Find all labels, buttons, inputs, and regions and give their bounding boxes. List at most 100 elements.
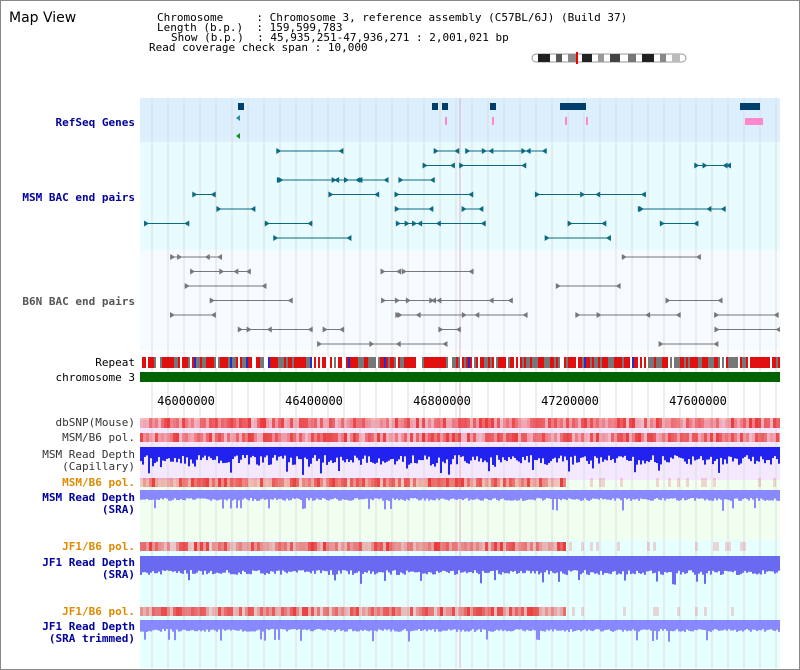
jf1-trim-depth-bar bbox=[528, 620, 530, 631]
msm-capillary-depth-bar bbox=[510, 447, 512, 460]
msm-pol2-cell bbox=[524, 478, 527, 487]
jf1-pol-cell bbox=[254, 542, 257, 551]
msm-pol2-cell bbox=[254, 478, 257, 487]
repeat-block bbox=[348, 357, 350, 368]
jf1-trim-depth-bar bbox=[366, 620, 368, 631]
msm-capillary-depth-bar bbox=[144, 447, 146, 457]
msm-sra-depth-bar bbox=[686, 490, 688, 500]
dbsnp-cell bbox=[530, 418, 533, 428]
jf1-trim-depth-bar bbox=[350, 620, 352, 630]
msm-capillary-depth-bar bbox=[332, 447, 334, 463]
repeat-block bbox=[684, 357, 686, 368]
jf1-sra-depth-bar bbox=[494, 556, 496, 581]
repeat-block bbox=[434, 357, 436, 368]
msm-pol2-cell bbox=[362, 478, 365, 487]
msm-pol-cell bbox=[575, 433, 578, 442]
msm-pol-cell bbox=[326, 433, 329, 442]
msm-pol2-cell bbox=[161, 478, 164, 487]
jf1-trim-depth-bar bbox=[746, 620, 748, 630]
jf1-pol2-cell bbox=[152, 607, 155, 616]
jf1-pol-cell bbox=[221, 542, 224, 551]
dbsnp-cell bbox=[449, 418, 452, 428]
msm-sra-depth-bar bbox=[704, 490, 706, 501]
msm-pol2-cell bbox=[239, 478, 242, 487]
track-label-msm-bac[interactable]: MSM BAC end pairs bbox=[22, 191, 135, 204]
jf1-sra-depth-bar bbox=[680, 556, 682, 575]
dbsnp-cell bbox=[407, 418, 410, 428]
repeat-block bbox=[652, 357, 654, 368]
repeat-block bbox=[484, 357, 486, 368]
repeat-block bbox=[420, 357, 422, 368]
msm-capillary-depth-bar bbox=[398, 447, 400, 460]
jf1-sra-depth-bar bbox=[322, 556, 324, 571]
jf1-pol2-cell bbox=[338, 607, 341, 616]
msm-bac-pair-end bbox=[544, 235, 550, 241]
msm-pol2-cell bbox=[149, 478, 152, 487]
track-label-b6n-bac[interactable]: B6N BAC end pairs bbox=[22, 295, 135, 308]
jf1-trim-depth-bar bbox=[628, 620, 630, 631]
msm-pol2-cell bbox=[302, 478, 305, 487]
jf1-sra-depth-bar bbox=[688, 556, 690, 571]
msm-sra-depth-bar bbox=[622, 490, 624, 511]
dbsnp-cell bbox=[722, 418, 725, 428]
msm-sra-depth-bar bbox=[504, 490, 506, 501]
jf1-sra-depth-bar bbox=[508, 556, 510, 574]
tracks-canvas[interactable] bbox=[140, 98, 780, 668]
jf1-trim-depth-bar bbox=[420, 620, 422, 632]
jf1-sra-depth-bar bbox=[436, 556, 438, 572]
track-label-refseq[interactable]: RefSeq Genes bbox=[55, 116, 135, 129]
msm-capillary-depth-bar bbox=[670, 447, 672, 458]
dbsnp-cell bbox=[377, 418, 380, 428]
jf1-pol2-cell bbox=[539, 607, 542, 616]
msm-pol-cell bbox=[182, 433, 185, 442]
jf1-pol-cell bbox=[338, 542, 341, 551]
jf1-pol2-cell bbox=[185, 607, 188, 616]
jf1-sra-depth-bar bbox=[338, 556, 340, 571]
msm-sra-depth-bar bbox=[312, 490, 314, 501]
jf1-sra-depth-bar bbox=[546, 556, 548, 571]
msm-capillary-depth-bar bbox=[706, 447, 708, 460]
jf1-trim-depth-bar bbox=[344, 620, 346, 632]
jf1-sra-depth-bar bbox=[178, 556, 180, 572]
msm-sra-depth-bar bbox=[174, 490, 176, 499]
jf1-sra-depth-bar bbox=[264, 556, 266, 575]
chromosome-ideogram[interactable] bbox=[530, 52, 688, 64]
jf1-trim-depth-bar bbox=[460, 620, 462, 632]
msm-pol-cell bbox=[185, 433, 188, 442]
dbsnp-cell bbox=[272, 418, 275, 428]
msm-bac-pair-end bbox=[422, 162, 428, 169]
msm-capillary-depth-bar bbox=[406, 447, 408, 469]
repeat-block bbox=[608, 357, 610, 368]
jf1-sra-depth-bar bbox=[224, 556, 226, 573]
repeat-block bbox=[140, 357, 142, 368]
jf1-trim-depth-bar bbox=[706, 620, 708, 641]
msm-sra-depth-bar bbox=[276, 490, 278, 501]
jf1-pol2-cell bbox=[194, 607, 197, 616]
jf1-trim-depth-bar bbox=[260, 620, 262, 640]
msm-sra-depth-bar bbox=[314, 490, 316, 501]
msm-pol-cell bbox=[716, 433, 719, 442]
jf1-trim-depth-bar bbox=[754, 620, 756, 630]
jf1-trim-depth-bar bbox=[680, 620, 682, 632]
jf1-sra-depth-bar bbox=[180, 556, 182, 574]
repeat-block bbox=[630, 357, 632, 368]
msm-capillary-depth-bar bbox=[452, 447, 454, 459]
msm-pol-cell bbox=[209, 433, 212, 442]
msm-capillary-depth-bar bbox=[258, 447, 260, 466]
msm-capillary-depth-bar bbox=[222, 447, 224, 464]
repeat-block bbox=[172, 357, 174, 368]
jf1-pol-cell bbox=[257, 542, 260, 551]
msm-pol2-cell bbox=[164, 478, 167, 487]
msm-bac-pair-end bbox=[398, 177, 404, 183]
msm-pol2-cell bbox=[548, 478, 551, 487]
jf1-pol2-cell bbox=[296, 607, 299, 616]
jf1-pol2-cell bbox=[407, 607, 410, 616]
repeat-block bbox=[362, 357, 364, 368]
msm-pol-cell bbox=[467, 433, 470, 442]
msm-sra-depth-bar bbox=[270, 490, 272, 500]
msm-pol2-cell bbox=[374, 478, 377, 487]
msm-pol-cell bbox=[590, 433, 593, 442]
jf1-sra-depth-bar bbox=[580, 556, 582, 575]
jf1-pol-cell bbox=[197, 542, 200, 551]
jf1-pol2-cell bbox=[371, 607, 374, 616]
